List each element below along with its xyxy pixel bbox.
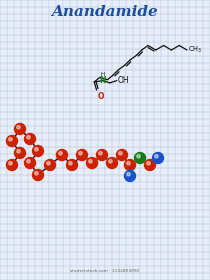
Circle shape xyxy=(14,148,25,158)
Circle shape xyxy=(99,151,102,155)
Circle shape xyxy=(119,151,122,155)
Circle shape xyxy=(25,158,35,169)
Circle shape xyxy=(7,160,17,171)
Circle shape xyxy=(117,150,127,160)
Circle shape xyxy=(45,160,55,171)
Circle shape xyxy=(127,172,130,176)
Circle shape xyxy=(35,148,38,151)
Text: CH$_3$: CH$_3$ xyxy=(188,45,202,55)
Circle shape xyxy=(152,153,164,164)
Circle shape xyxy=(35,171,38,175)
Circle shape xyxy=(125,171,135,181)
Text: shutterstock.com · 1132803092: shutterstock.com · 1132803092 xyxy=(70,269,140,273)
Circle shape xyxy=(147,162,150,165)
Circle shape xyxy=(76,150,88,160)
Text: O: O xyxy=(98,92,104,101)
Circle shape xyxy=(9,137,12,141)
Circle shape xyxy=(134,153,146,164)
Circle shape xyxy=(67,160,77,171)
Text: N: N xyxy=(100,76,106,85)
Circle shape xyxy=(56,150,67,160)
Circle shape xyxy=(97,150,108,160)
Circle shape xyxy=(125,160,135,171)
Circle shape xyxy=(47,162,50,165)
Circle shape xyxy=(27,160,30,163)
Text: Anandamide: Anandamide xyxy=(52,5,158,19)
Circle shape xyxy=(137,155,140,158)
Circle shape xyxy=(155,155,158,158)
Text: H: H xyxy=(101,72,105,77)
Circle shape xyxy=(33,169,43,181)
Circle shape xyxy=(14,123,25,134)
Circle shape xyxy=(27,136,30,139)
Circle shape xyxy=(17,125,20,129)
Circle shape xyxy=(109,160,112,163)
Circle shape xyxy=(127,162,130,165)
Circle shape xyxy=(87,158,97,169)
Circle shape xyxy=(33,146,43,157)
Circle shape xyxy=(144,160,155,171)
Circle shape xyxy=(9,162,12,165)
Circle shape xyxy=(89,160,92,163)
Circle shape xyxy=(25,134,35,144)
Circle shape xyxy=(59,151,62,155)
Circle shape xyxy=(69,162,72,165)
Circle shape xyxy=(7,136,17,146)
Circle shape xyxy=(106,158,118,169)
Text: OH: OH xyxy=(118,76,130,85)
Circle shape xyxy=(79,151,82,155)
Circle shape xyxy=(17,150,20,153)
